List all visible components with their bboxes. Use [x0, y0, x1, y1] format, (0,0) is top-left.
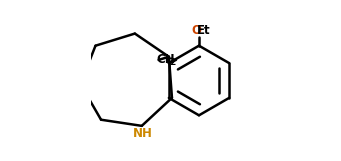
Text: Et: Et [197, 24, 210, 37]
Text: 2: 2 [169, 58, 176, 67]
Text: NH: NH [133, 127, 152, 140]
Text: O: O [192, 24, 202, 37]
Text: CH: CH [157, 53, 175, 66]
